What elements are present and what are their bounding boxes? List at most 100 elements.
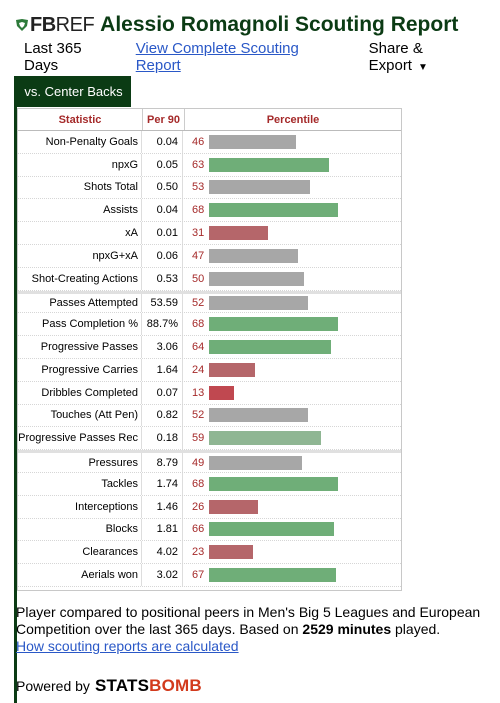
percentile-bar: [209, 226, 268, 241]
percentile-bar: [209, 455, 303, 470]
table-row: npxG 0.05 63: [18, 153, 401, 177]
percentile-value: 66: [192, 523, 205, 536]
percentile-value: 24: [192, 363, 205, 376]
column-header-statistic[interactable]: Statistic: [18, 109, 143, 130]
complete-report-link[interactable]: View Complete Scouting Report: [135, 40, 299, 74]
fbref-flag-icon: [16, 19, 28, 31]
table-row: Dribbles Completed 0.07 13: [18, 381, 401, 405]
percentile-value: 46: [192, 135, 205, 148]
per90-value: 3.02: [142, 564, 183, 586]
percentile-cell: 50: [183, 268, 401, 290]
per90-value: 1.81: [142, 518, 183, 541]
percentile-cell: 68: [183, 473, 401, 495]
percentile-value: 67: [192, 569, 205, 582]
per90-value: 0.07: [142, 381, 183, 404]
percentile-value: 68: [192, 204, 205, 217]
percentile-value: 63: [192, 158, 205, 171]
per90-value: 1.64: [142, 358, 183, 381]
powered-by-label: Powered by: [16, 678, 90, 694]
stat-label: Shots Total: [18, 176, 142, 199]
percentile-bar: [209, 431, 322, 446]
table-header: Statistic Per 90 Percentile: [18, 109, 401, 131]
percentile-value: 68: [192, 318, 205, 331]
stat-label: npxG: [18, 153, 142, 176]
per90-value: 0.50: [142, 176, 183, 199]
percentile-value: 47: [192, 249, 205, 262]
stat-label: Assists: [18, 199, 142, 222]
per90-value: 8.79: [142, 453, 183, 472]
per90-value: 3.06: [142, 336, 183, 358]
percentile-cell: 31: [183, 222, 401, 244]
scouting-method-link[interactable]: How scouting reports are calculated: [16, 638, 239, 654]
caret-down-icon: ▼: [417, 62, 428, 73]
percentile-cell: 66: [183, 519, 401, 541]
fbref-logo[interactable]: FBREF: [14, 12, 95, 38]
per90-value: 0.82: [142, 404, 183, 427]
caption-text: Player compared to positional peers in M…: [16, 604, 481, 637]
page-title: Alessio Romagnoli Scouting Report: [100, 13, 459, 36]
stat-label: Pressures: [18, 453, 142, 472]
per90-value: 0.18: [142, 427, 183, 450]
table-row: Pressures 8.79 49: [18, 450, 401, 473]
percentile-cell: 46: [183, 131, 401, 153]
caption-text-end: played.: [391, 621, 441, 637]
table-row: Non-Penalty Goals 0.04 46: [18, 131, 401, 154]
percentile-cell: 49: [183, 453, 401, 472]
table-row: Shots Total 0.50 53: [18, 176, 401, 200]
scouting-table: Statistic Per 90 Percentile Non-Penalty …: [17, 108, 402, 591]
percentile-bar: [209, 499, 259, 514]
percentile-cell: 59: [183, 427, 401, 449]
percentile-bar: [209, 385, 234, 400]
stat-label: Shot-Creating Actions: [18, 267, 142, 290]
percentile-value: 52: [192, 296, 205, 309]
percentile-bar: [209, 180, 310, 195]
percentile-value: 13: [192, 386, 205, 399]
percentile-cell: 68: [183, 313, 401, 335]
fbref-logo-text: FBREF: [30, 13, 95, 36]
caption-minutes: 2529 minutes: [302, 621, 392, 637]
table-row: Assists 0.04 68: [18, 199, 401, 223]
percentile-bar: [209, 248, 299, 263]
period-label: Last 365 Days: [24, 40, 82, 74]
table-row: Progressive Passes 3.06 64: [18, 336, 401, 359]
percentile-bar: [209, 317, 339, 332]
percentile-cell: 47: [183, 245, 401, 267]
column-header-percentile[interactable]: Percentile: [266, 113, 320, 126]
table-row: Tackles 1.74 68: [18, 472, 401, 496]
table-row: Aerials won 3.02 67: [18, 564, 401, 587]
share-export-label: Share & Export: [368, 40, 423, 74]
per90-value: 0.06: [142, 244, 183, 267]
tab-vs-center-backs[interactable]: vs. Center Backs: [16, 76, 131, 107]
table-row: Clearances 4.02 23: [18, 541, 401, 565]
percentile-cell: 52: [183, 294, 401, 313]
percentile-value: 26: [192, 500, 205, 513]
stat-label: xA: [18, 222, 142, 244]
column-header-per90[interactable]: Per 90: [143, 109, 185, 130]
table-row: Blocks 1.81 66: [18, 518, 401, 542]
per90-value: 0.01: [142, 222, 183, 244]
report-caption: Player compared to positional peers in M…: [16, 604, 496, 655]
statsbomb-logo[interactable]: STATSBOMB: [94, 676, 202, 695]
stat-label: Clearances: [18, 541, 142, 564]
percentile-cell: 13: [183, 382, 401, 404]
percentile-bar: [209, 134, 297, 149]
table-row: Touches (Att Pen) 0.82 52: [18, 404, 401, 428]
percentile-cell: 64: [183, 336, 401, 358]
share-export-menu[interactable]: Share & Export ▼: [369, 40, 486, 74]
powered-by: Powered by STATSBOMB: [16, 676, 202, 696]
stat-label: Touches (Att Pen): [18, 404, 142, 427]
per90-value: 0.04: [142, 199, 183, 222]
table-row: Interceptions 1.46 26: [18, 495, 401, 519]
table-row: xA 0.01 31: [18, 222, 401, 245]
per90-value: 4.02: [142, 541, 183, 564]
table-row: Progressive Carries 1.64 24: [18, 358, 401, 382]
percentile-bar: [209, 568, 337, 583]
percentile-bar: [209, 522, 335, 537]
percentile-cell: 26: [183, 496, 401, 518]
percentile-value: 64: [192, 341, 205, 354]
percentile-value: 49: [192, 456, 205, 469]
percentile-value: 68: [192, 477, 205, 490]
stat-label: Aerials won: [18, 564, 142, 586]
table-row: Shot-Creating Actions 0.53 50: [18, 267, 401, 291]
stat-label: Tackles: [18, 472, 142, 495]
